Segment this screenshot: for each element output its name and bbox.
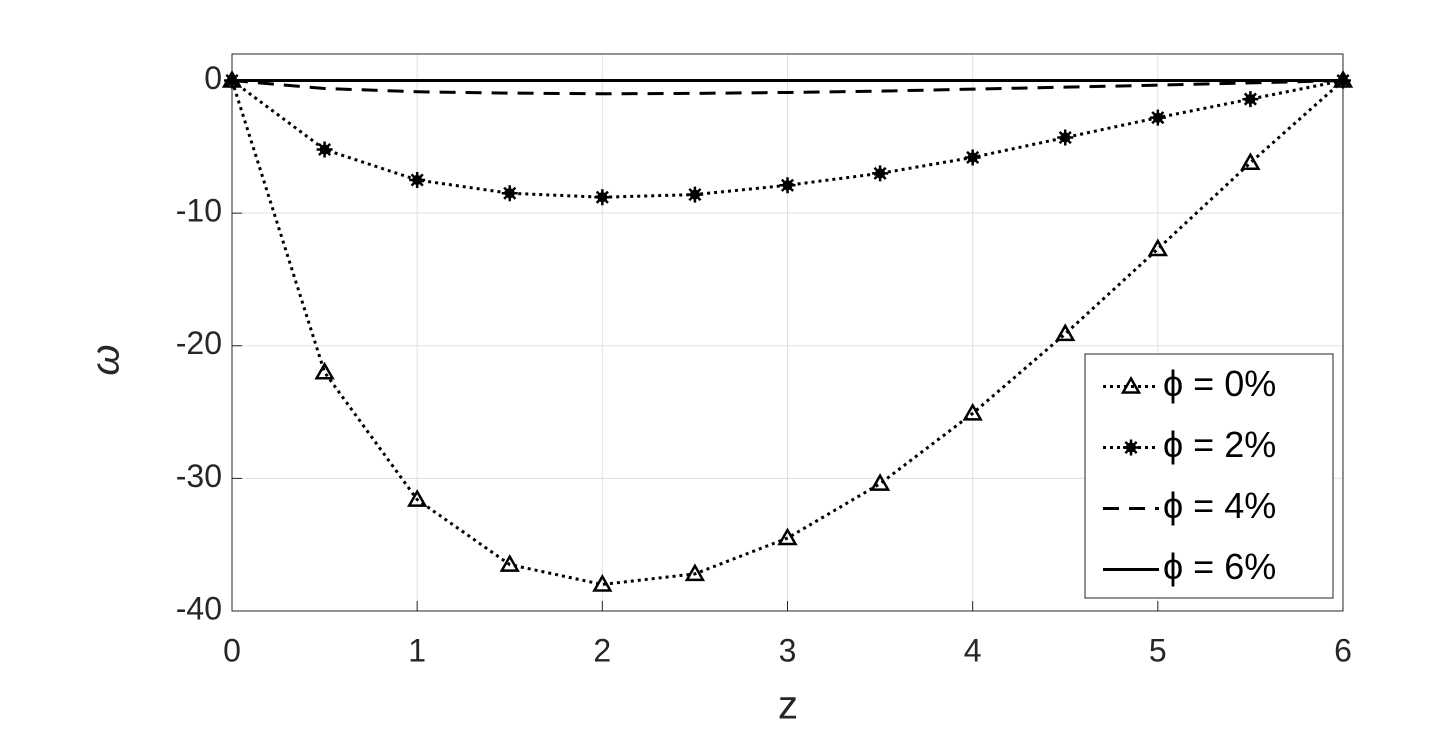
marker-rays (594, 189, 611, 206)
marker-rays (1242, 91, 1259, 108)
y-tick-label: -10 (176, 193, 222, 229)
marker-rays (409, 171, 426, 188)
marker-star (964, 149, 981, 166)
legend-label: ϕ = 0% (1163, 363, 1276, 404)
marker-triangle (1120, 375, 1142, 394)
marker-triangle (869, 473, 891, 491)
marker-rays (501, 185, 518, 202)
legend-label: ϕ = 2% (1163, 424, 1276, 465)
marker-rays (1123, 439, 1139, 456)
marker-rays (1057, 129, 1074, 146)
marker-star (686, 186, 703, 203)
marker-star (779, 177, 796, 194)
x-tick-label: 4 (964, 632, 982, 668)
y-tick-label: -20 (176, 325, 222, 361)
x-tick-label: 5 (1149, 632, 1167, 668)
legend: ϕ = 0% ϕ = 2% ϕ = 4% ϕ = 6% (1084, 353, 1334, 599)
marker-triangle (962, 402, 983, 421)
marker-triangle (1147, 238, 1168, 257)
marker-triangle (592, 573, 613, 592)
y-tick-label: 0 (204, 60, 222, 96)
x-tick-label: 0 (223, 632, 241, 668)
marker-rays (1149, 109, 1166, 126)
marker-star (594, 189, 611, 206)
y-axis-label: ω (84, 344, 128, 375)
marker-star (1242, 91, 1259, 108)
y-tick-label: -40 (176, 590, 222, 626)
marker-star (316, 141, 333, 158)
marker-rays (872, 165, 889, 182)
marker-triangle (499, 554, 520, 572)
y-tick-label: -30 (176, 458, 222, 494)
marker-triangle (684, 563, 706, 582)
marker-triangle (777, 527, 798, 546)
marker-star (1123, 439, 1139, 456)
x-tick-label: 1 (408, 632, 426, 668)
marker-rays (686, 186, 703, 203)
x-tick-label: 6 (1334, 632, 1352, 668)
x-axis-label: z (778, 684, 798, 728)
plot-frame (231, 53, 1344, 612)
marker-star (872, 165, 889, 182)
marker-star (409, 171, 426, 188)
x-tick-label: 3 (779, 632, 797, 668)
x-tick-label: 2 (593, 632, 611, 668)
marker-star (501, 185, 518, 202)
marker-triangle (1055, 323, 1076, 342)
legend-label: ϕ = 6% (1163, 546, 1276, 587)
marker-rays (964, 149, 981, 166)
series-line (230, 79, 1344, 586)
series-line (231, 79, 1344, 96)
marker-rays (779, 177, 796, 194)
marker-star (1149, 109, 1166, 126)
marker-rays (316, 141, 333, 158)
marker-star (1057, 129, 1074, 146)
marker-triangle (1240, 152, 1261, 170)
marker-triangle (314, 361, 335, 380)
marker-triangle (407, 489, 428, 507)
legend-box (1084, 353, 1334, 599)
legend-label: ϕ = 4% (1163, 485, 1276, 526)
